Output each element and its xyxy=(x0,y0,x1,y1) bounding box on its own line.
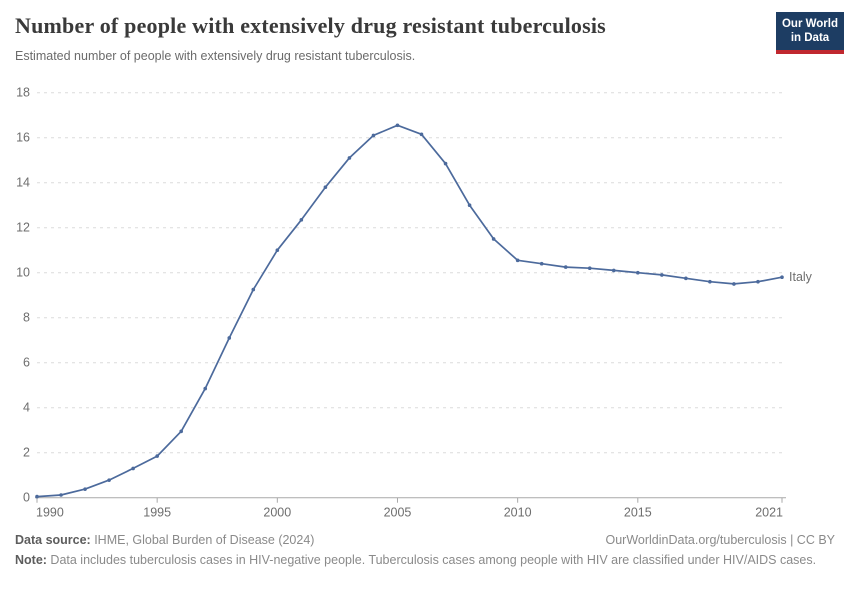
data-point[interactable] xyxy=(275,248,280,252)
data-point[interactable] xyxy=(131,466,135,471)
data-point[interactable] xyxy=(227,336,232,340)
data-point[interactable] xyxy=(708,279,712,284)
footer-note: Note: Data includes tuberculosis cases i… xyxy=(15,551,835,570)
data-point[interactable] xyxy=(179,429,183,434)
y-axis-tick-label: 10 xyxy=(16,266,30,280)
data-point[interactable] xyxy=(395,123,400,128)
data-source-text: IHME, Global Burden of Disease (2024) xyxy=(90,533,315,547)
y-axis-tick-label: 8 xyxy=(23,311,30,325)
data-point[interactable] xyxy=(251,287,256,292)
data-point[interactable] xyxy=(563,265,568,269)
data-point[interactable] xyxy=(419,132,424,137)
owid-logo-line1: Our World xyxy=(781,17,838,30)
x-axis-tick-label: 2005 xyxy=(384,506,412,520)
owid-logo-line2: in Data xyxy=(790,32,830,44)
data-source-label: Data source: xyxy=(15,533,91,547)
y-axis-tick-label: 16 xyxy=(16,131,30,145)
page-title: Number of people with extensively drug r… xyxy=(15,13,606,38)
data-point[interactable] xyxy=(756,279,760,284)
page-subtitle: Estimated number of people with extensiv… xyxy=(15,49,416,63)
x-axis-tick-label: 2021 xyxy=(755,506,783,520)
x-axis-tick-label: 2010 xyxy=(504,506,532,520)
note-text: Data includes tuberculosis cases in HIV-… xyxy=(46,553,817,568)
data-point[interactable] xyxy=(636,270,640,275)
owid-logo[interactable]: Our World in Data xyxy=(776,12,844,54)
data-point[interactable] xyxy=(155,454,159,458)
series-end-label[interactable]: Italy xyxy=(789,270,813,284)
license-link[interactable]: OurWorldinData.org/tuberculosis | CC BY xyxy=(605,533,836,547)
data-point[interactable] xyxy=(371,133,376,138)
x-axis-tick-label: 1990 xyxy=(36,506,64,520)
data-point[interactable] xyxy=(780,275,784,280)
y-axis-tick-label: 18 xyxy=(16,86,30,100)
data-point[interactable] xyxy=(107,478,111,482)
data-point[interactable] xyxy=(539,261,544,266)
data-point[interactable] xyxy=(323,185,328,189)
y-axis-tick-label: 4 xyxy=(23,401,30,415)
data-point[interactable] xyxy=(732,282,736,286)
data-point[interactable] xyxy=(59,493,63,497)
data-point[interactable] xyxy=(491,237,496,241)
x-axis-tick-label: 1995 xyxy=(143,506,171,520)
note-label: Note: xyxy=(15,553,47,568)
chart-footer: Data source: IHME, Global Burden of Dise… xyxy=(15,531,835,571)
y-axis-tick-label: 0 xyxy=(23,491,30,505)
data-point[interactable] xyxy=(587,266,592,271)
data-point[interactable] xyxy=(443,161,448,166)
data-point[interactable] xyxy=(203,386,208,391)
data-point[interactable] xyxy=(299,218,304,222)
data-point[interactable] xyxy=(83,487,87,491)
y-axis-tick-label: 2 xyxy=(23,446,30,460)
data-point[interactable] xyxy=(660,273,664,277)
data-point[interactable] xyxy=(467,203,472,207)
x-axis-tick-label: 2015 xyxy=(624,506,652,520)
data-point[interactable] xyxy=(347,156,352,160)
y-axis-tick-label: 12 xyxy=(16,221,30,235)
data-source-line: Data source: IHME, Global Burden of Dise… xyxy=(15,531,314,550)
data-point[interactable] xyxy=(515,258,520,263)
data-line-italy[interactable] xyxy=(36,124,783,498)
data-point[interactable] xyxy=(684,276,688,281)
y-axis-tick-label: 6 xyxy=(23,356,30,370)
y-axis-tick-label: 14 xyxy=(16,176,30,190)
data-point[interactable] xyxy=(611,268,616,273)
x-axis-tick-label: 2000 xyxy=(263,506,291,520)
data-point[interactable] xyxy=(35,494,39,499)
